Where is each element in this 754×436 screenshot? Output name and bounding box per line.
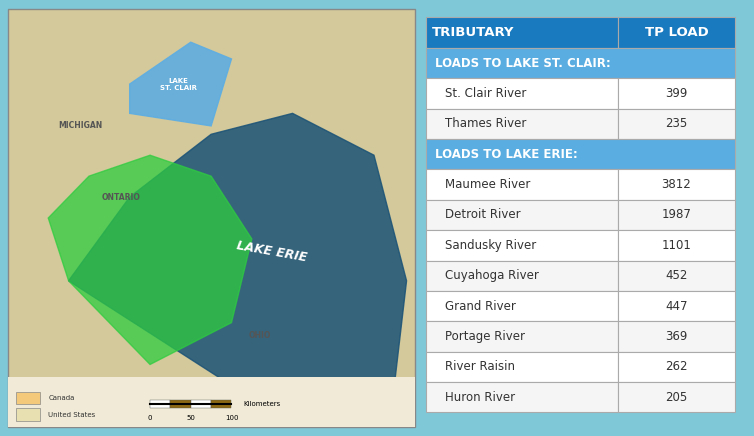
Text: 0: 0 [148, 415, 152, 421]
Bar [618, 382, 735, 412]
Text: Huron River: Huron River [445, 391, 515, 404]
Text: Maumee River: Maumee River [445, 178, 530, 191]
Text: 399: 399 [665, 87, 688, 100]
Text: St. Clair River: St. Clair River [445, 87, 526, 100]
Polygon shape [130, 42, 231, 126]
Bar [426, 78, 618, 109]
Polygon shape [69, 113, 406, 385]
Bar [211, 400, 231, 409]
Bar [426, 382, 618, 412]
Bar [426, 291, 618, 321]
Text: 447: 447 [665, 300, 688, 313]
Text: Sandusky River: Sandusky River [445, 239, 536, 252]
Text: Portage River: Portage River [445, 330, 525, 343]
Polygon shape [48, 155, 252, 364]
Text: 205: 205 [665, 391, 688, 404]
Text: MICHIGAN: MICHIGAN [59, 121, 103, 130]
Bar [618, 200, 735, 230]
Text: Grand River: Grand River [445, 300, 516, 313]
FancyBboxPatch shape [8, 9, 415, 427]
Bar [618, 230, 735, 261]
FancyBboxPatch shape [8, 377, 415, 427]
Text: United States: United States [48, 412, 96, 418]
Bar [426, 261, 618, 291]
Text: Canada: Canada [48, 395, 75, 401]
Bar [16, 409, 40, 421]
Text: 235: 235 [665, 117, 688, 130]
Bar [618, 17, 735, 48]
Bar [426, 17, 618, 48]
Bar [426, 109, 618, 139]
Bar [426, 48, 735, 78]
Text: 1101: 1101 [661, 239, 691, 252]
Text: Cuyahoga River: Cuyahoga River [445, 269, 538, 282]
Text: TRIBUTARY: TRIBUTARY [432, 26, 515, 39]
Text: LOADS TO LAKE ERIE:: LOADS TO LAKE ERIE: [435, 148, 578, 161]
Text: LAKE ERIE: LAKE ERIE [236, 239, 308, 264]
Bar [618, 169, 735, 200]
Bar [618, 78, 735, 109]
Bar [618, 109, 735, 139]
Text: 1987: 1987 [661, 208, 691, 221]
Text: LAKE
ST. CLAIR: LAKE ST. CLAIR [160, 78, 197, 91]
Bar [426, 321, 618, 352]
Bar [618, 321, 735, 352]
Bar [618, 291, 735, 321]
Bar [426, 200, 618, 230]
Bar [150, 400, 170, 409]
Text: 50: 50 [186, 415, 195, 421]
Text: 262: 262 [665, 361, 688, 373]
Text: Thames River: Thames River [445, 117, 526, 130]
Bar [426, 139, 735, 169]
Bar [618, 261, 735, 291]
Bar [16, 392, 40, 404]
Bar [191, 400, 211, 409]
Text: LOADS TO LAKE ST. CLAIR:: LOADS TO LAKE ST. CLAIR: [435, 57, 611, 69]
Text: Kilometers: Kilometers [244, 401, 281, 407]
Bar [426, 230, 618, 261]
Bar [170, 400, 191, 409]
Text: 369: 369 [665, 330, 688, 343]
Text: Detroit River: Detroit River [445, 208, 520, 221]
Text: 452: 452 [665, 269, 688, 282]
Bar [426, 169, 618, 200]
Text: TP LOAD: TP LOAD [645, 26, 708, 39]
Text: OHIO: OHIO [249, 330, 271, 340]
Text: River Raisin: River Raisin [445, 361, 514, 373]
Text: 3812: 3812 [661, 178, 691, 191]
Bar [426, 352, 618, 382]
Text: 100: 100 [225, 415, 238, 421]
Bar [618, 352, 735, 382]
Text: ONTARIO: ONTARIO [102, 193, 141, 201]
